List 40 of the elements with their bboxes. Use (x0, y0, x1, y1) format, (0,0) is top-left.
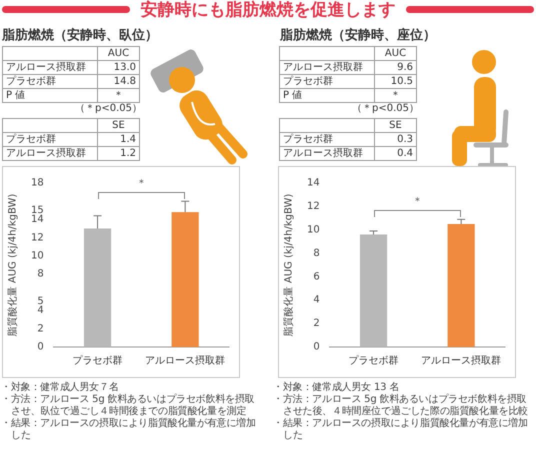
text: 安静時にも脂肪燃焼を促進します (140, 0, 396, 20)
text: ・対象：健常成人男女７名 (1, 382, 120, 394)
se-table: SE プラセボ群 1.4 アルロース摂取群 1.2 (2, 118, 140, 161)
chart-title: 脂肪燃焼（安静時、臥位） (2, 26, 158, 44)
y-tick-label: 10 (30, 250, 44, 262)
text: （＊p<0.05） (351, 103, 419, 115)
y-tick-label: 2 (313, 318, 320, 330)
y-tick-label: 0 (313, 342, 320, 353)
text: ・方法：アルロース 5g 飲料あるいはプラセボ飲料を摂取させた後、４時間座位で過ごした際の脂質酸化量を比較 (273, 394, 530, 418)
se-table: SE プラセボ群 0.3 アルロース摂取群 0.4 (279, 118, 417, 161)
y-tick-label: 4 (313, 294, 320, 306)
y-tick-label: 8 (313, 248, 320, 259)
y-tick-label: 2 (37, 323, 44, 334)
y-tick-label: 6 (313, 271, 320, 282)
auc-table: AUC アルロース摂取群 9.6 プラセボ群 10.5 P 値 ＊ (279, 46, 417, 103)
y-tick-label: 18 (30, 178, 44, 189)
y-tick-label: 12 (306, 201, 320, 212)
text: ・対象：健常成人男女 13 名 (273, 382, 400, 394)
auc-table: AUC アルロース摂取群 13.0 プラセボ群 14.8 P 値 ＊ (2, 46, 140, 103)
y-tick-label: 10 (306, 224, 320, 236)
y-axis-title: 脂質酸化量 AUG (kj/4h/kgBW) (282, 194, 295, 336)
chart-title: 脂肪燃焼（安静時、座位） (280, 26, 436, 44)
y-tick-label: 14 (30, 214, 44, 226)
x-tick-label: プラセボ群 (348, 354, 399, 367)
text: （＊p<0.05） (74, 103, 142, 115)
y-tick-label: 8 (37, 268, 44, 280)
annotation: ＊ (136, 178, 148, 190)
y-tick-label: 4 (37, 305, 44, 316)
y-tick-label: 0 (37, 342, 44, 353)
y-tick-label: 12 (30, 232, 44, 244)
y-tick-label: 14 (306, 178, 320, 189)
y-tick-label: 15 (30, 204, 44, 216)
x-tick-label: アルロース摂取群 (145, 354, 226, 367)
text: ・結果：アルロースの摂取により脂質酸化量が有意に増加した (273, 418, 529, 442)
text: ・方法：アルロース 5g 飲料あるいはプラセボ飲料を摂取させ、臥位で過ごし４時間後までの脂質酸化量を測定 (1, 394, 256, 418)
y-axis-title: 脂質酸化量 AUG (kj/4h/kgBW) (6, 194, 19, 336)
x-tick-label: アルロース摂取群 (421, 354, 502, 367)
text: ・結果：アルロースの摂取により脂質酸化量が有意に増加した (1, 418, 257, 442)
x-tick-label: プラセボ群 (72, 354, 123, 367)
annotation: ＊ (412, 196, 424, 208)
